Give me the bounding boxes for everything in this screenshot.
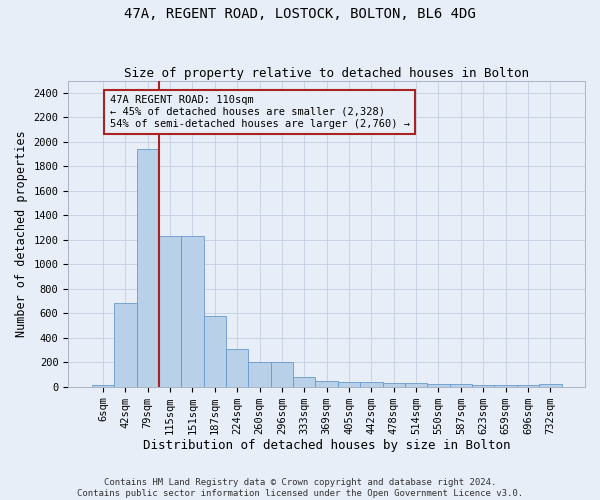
Bar [539, 384, 562, 386]
Bar [360, 382, 383, 386]
Bar [427, 384, 449, 386]
Bar [159, 236, 181, 386]
Bar [494, 385, 517, 386]
Bar [316, 381, 338, 386]
Bar [226, 349, 248, 387]
Y-axis label: Number of detached properties: Number of detached properties [15, 130, 28, 337]
Bar [338, 382, 360, 386]
Bar [405, 384, 427, 386]
Bar [517, 385, 539, 386]
Text: Contains HM Land Registry data © Crown copyright and database right 2024.
Contai: Contains HM Land Registry data © Crown c… [77, 478, 523, 498]
Bar [181, 236, 203, 386]
Bar [203, 316, 226, 386]
Bar [248, 362, 271, 386]
Bar [271, 362, 293, 386]
Bar [472, 385, 494, 386]
Title: Size of property relative to detached houses in Bolton: Size of property relative to detached ho… [124, 66, 529, 80]
Bar [114, 304, 137, 386]
Bar [383, 384, 405, 386]
X-axis label: Distribution of detached houses by size in Bolton: Distribution of detached houses by size … [143, 440, 511, 452]
Text: 47A REGENT ROAD: 110sqm
← 45% of detached houses are smaller (2,328)
54% of semi: 47A REGENT ROAD: 110sqm ← 45% of detache… [110, 96, 410, 128]
Bar [293, 377, 316, 386]
Bar [137, 149, 159, 386]
Text: 47A, REGENT ROAD, LOSTOCK, BOLTON, BL6 4DG: 47A, REGENT ROAD, LOSTOCK, BOLTON, BL6 4… [124, 8, 476, 22]
Bar [449, 384, 472, 386]
